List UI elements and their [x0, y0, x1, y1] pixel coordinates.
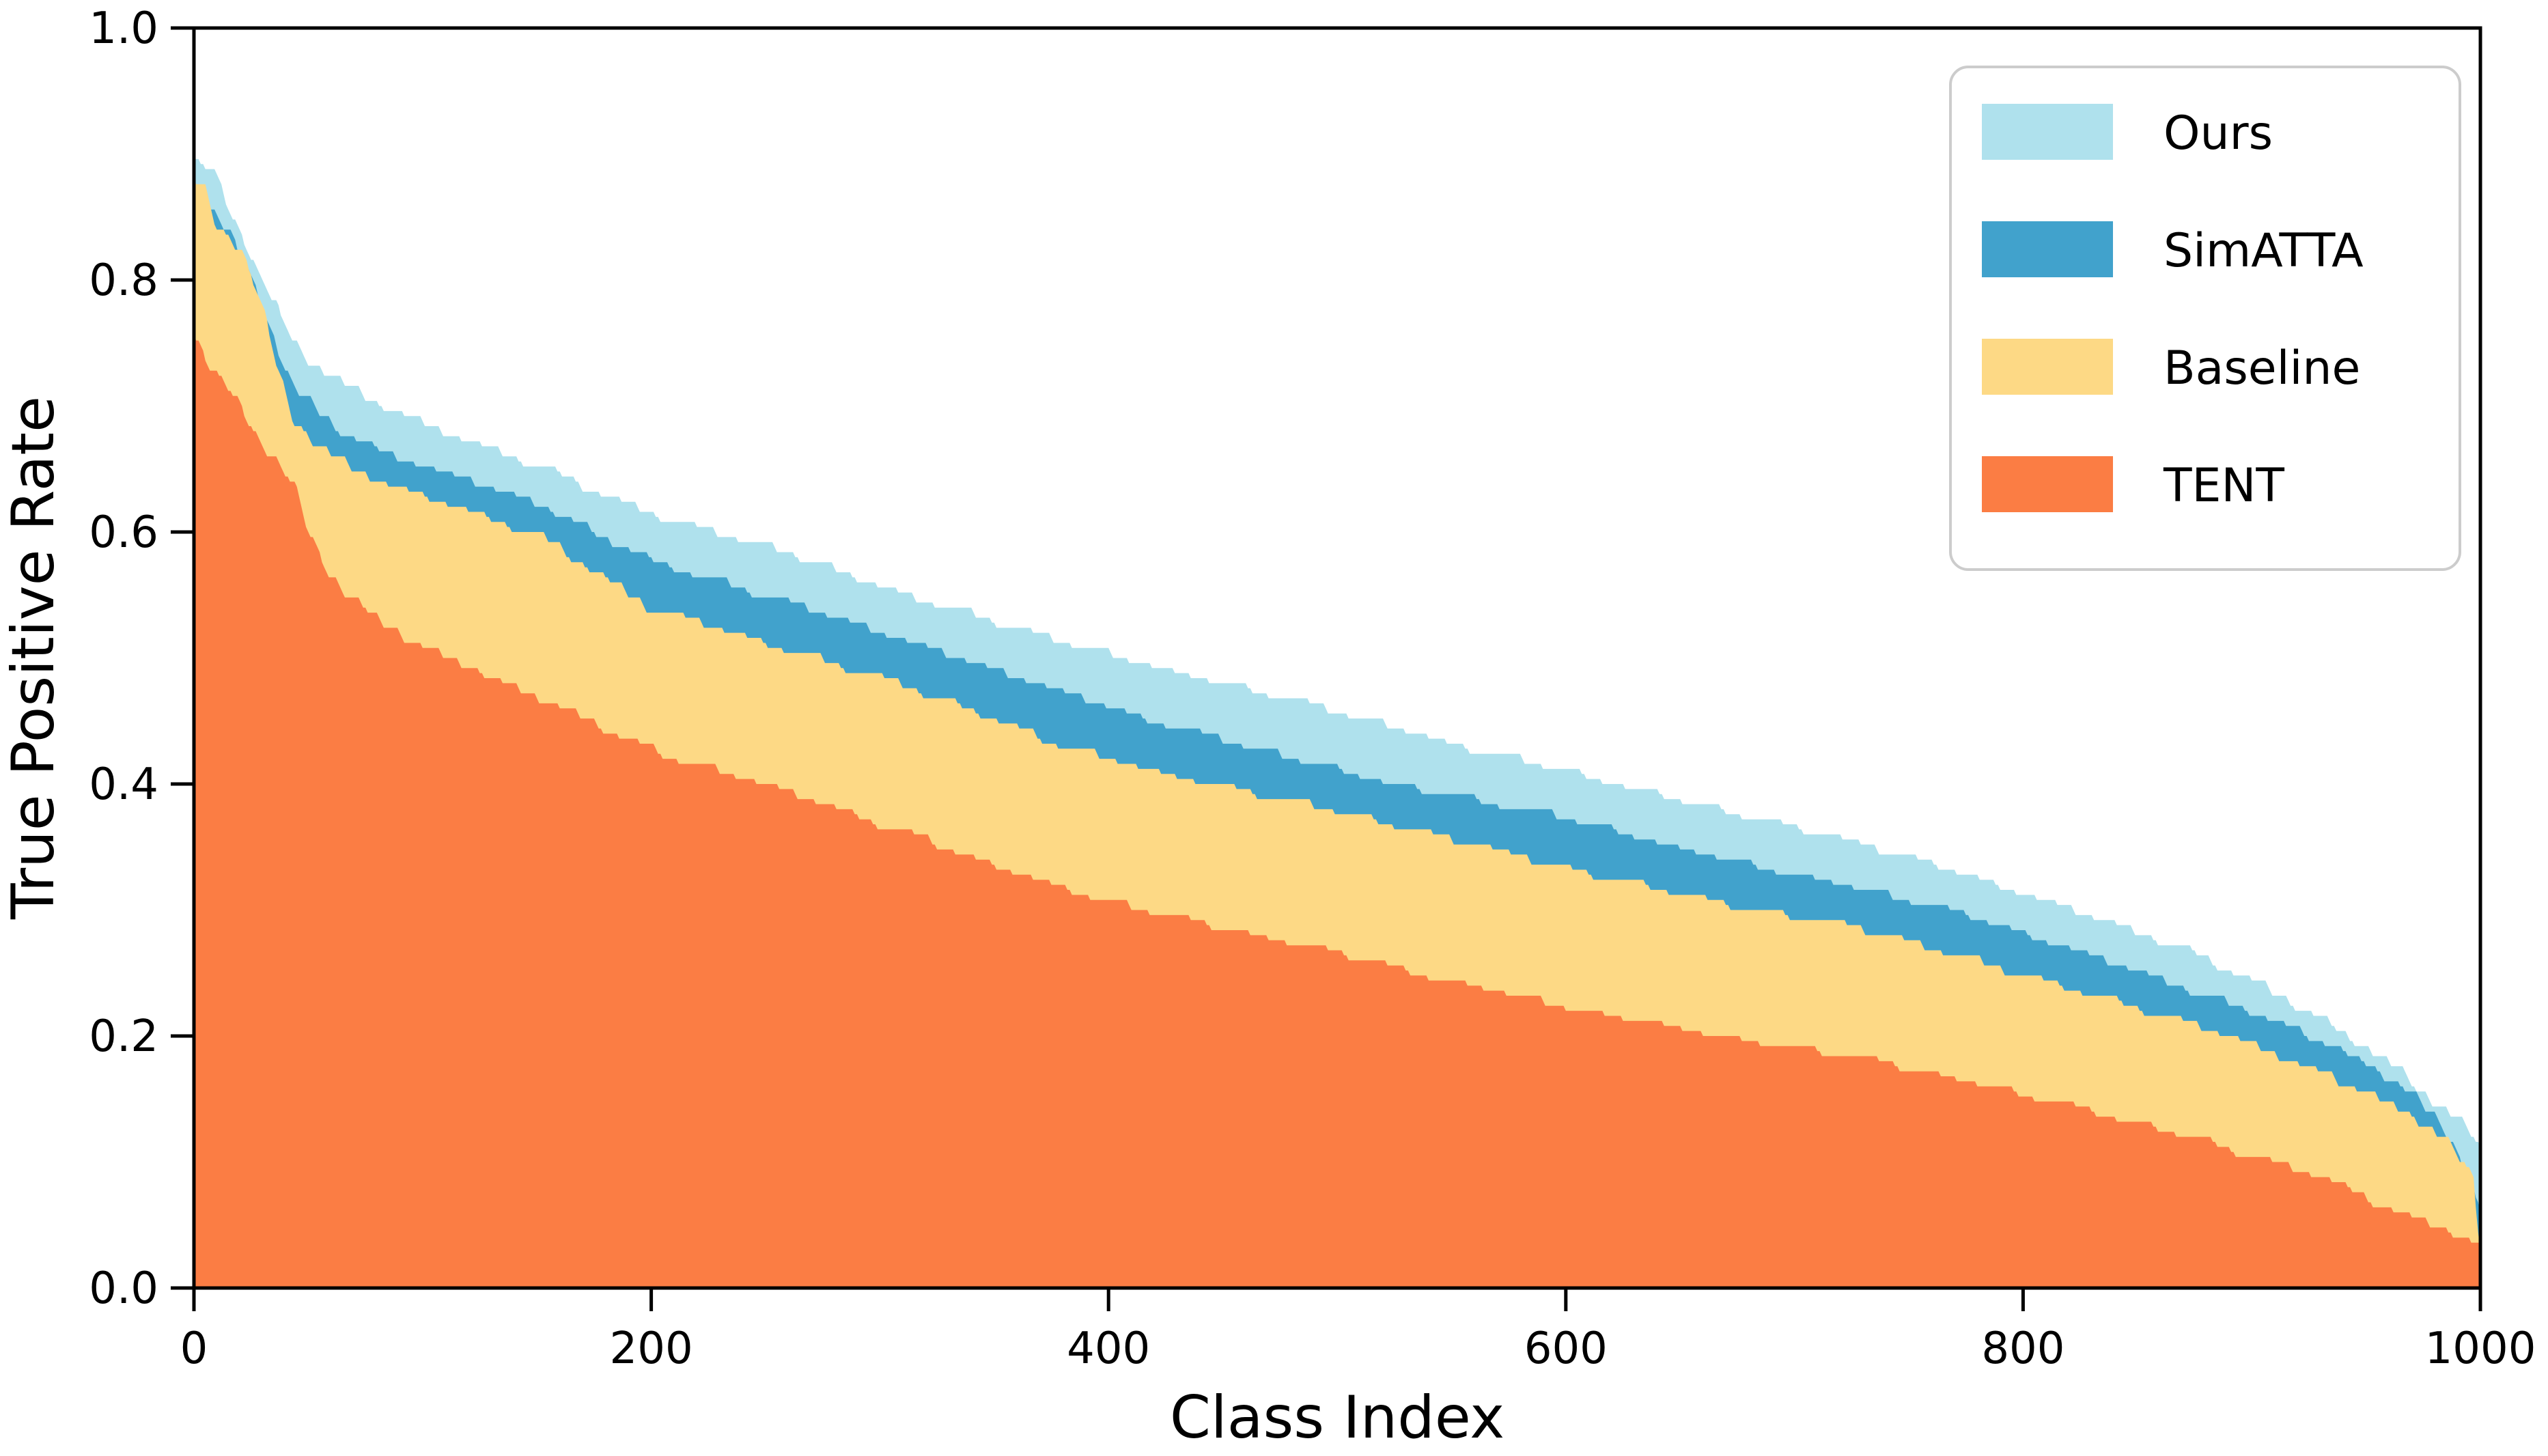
legend-entry: Ours — [1982, 104, 2273, 160]
legend-swatch-ours — [1982, 104, 2113, 160]
legend-box — [1949, 66, 2461, 571]
area-series-tent — [194, 335, 2480, 1289]
y-tick-label: 1.0 — [89, 3, 158, 54]
x-tick-label: 200 — [610, 1324, 693, 1374]
legend-entry: SimATTA — [1982, 221, 2364, 278]
axes-border — [192, 26, 2482, 1290]
y-tick-label: 0.0 — [89, 1263, 158, 1314]
legend-entry: Baseline — [1982, 339, 2360, 395]
legend-swatch-baseline — [1982, 339, 2113, 395]
legend-swatch-simatta — [1982, 221, 2113, 277]
legend-label-ours: Ours — [2164, 107, 2273, 160]
y-axis-label: True Positive Rate — [0, 396, 68, 920]
legend-label-tent: TENT — [2163, 459, 2284, 513]
y-tick-label: 0.2 — [89, 1011, 158, 1062]
legend-label-simatta: SimATTA — [2164, 224, 2364, 278]
x-axis-label: Class Index — [1170, 1384, 1504, 1452]
y-tick-label: 0.6 — [89, 507, 158, 558]
x-tick-label: 1000 — [2425, 1324, 2536, 1374]
legend-label-baseline: Baseline — [2164, 341, 2360, 395]
y-tick-label: 0.4 — [89, 759, 158, 810]
tick-layer: 0 200 400 600 800 1000 0.0 0.2 0.4 0.6 0.8 1.0 — [89, 3, 2536, 1374]
legend-swatch-tent — [1982, 456, 2113, 512]
series-layer — [194, 158, 2480, 1289]
legend-entry: TENT — [1982, 456, 2284, 513]
x-tick-label: 400 — [1067, 1324, 1150, 1374]
x-tick-label: 800 — [1981, 1324, 2064, 1374]
x-tick-label: 0 — [180, 1324, 208, 1374]
legend: Ours SimATTA Baseline TENT — [1949, 66, 2461, 571]
y-tick-label: 0.8 — [89, 255, 158, 306]
x-tick-label: 600 — [1524, 1324, 1608, 1374]
